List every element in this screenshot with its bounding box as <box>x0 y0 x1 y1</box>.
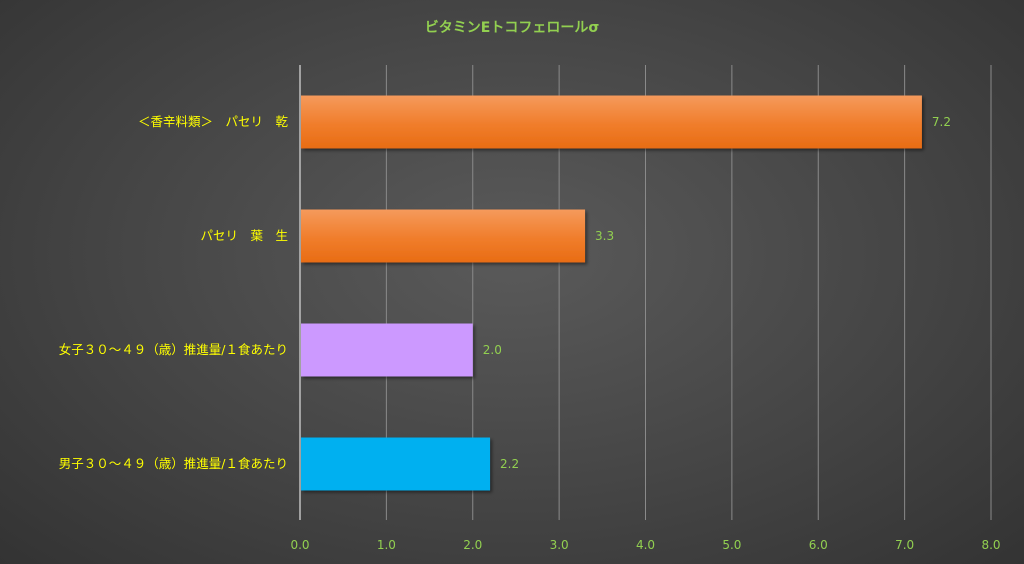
bars <box>301 95 922 491</box>
x-tick-label: 4.0 <box>636 538 655 552</box>
data-label: 2.0 <box>483 343 502 357</box>
category-label: 女子３０～４９（歳）推進量/１食あたり <box>59 342 288 357</box>
bar <box>301 437 491 491</box>
category-label: 男子３０～４９（歳）推進量/１食あたり <box>59 456 288 471</box>
x-axis-tick-labels: 0.0 1.0 2.0 3.0 4.0 5.0 6.0 7.0 8.0 <box>290 538 1000 552</box>
x-tick-label: 8.0 <box>981 538 1000 552</box>
x-tick-label: 3.0 <box>550 538 569 552</box>
x-tick-label: 2.0 <box>463 538 482 552</box>
x-tick-label: 1.0 <box>377 538 396 552</box>
data-label: 7.2 <box>932 115 951 129</box>
category-label: パセリ 葉 生 <box>200 228 288 243</box>
x-tick-label: 0.0 <box>290 538 309 552</box>
data-label: 2.2 <box>500 457 519 471</box>
category-label: ＜香辛料類＞ パセリ 乾 <box>138 114 289 129</box>
chart-title: ビタミンEトコフェロールσ <box>425 20 600 36</box>
value-labels: 7.2 3.3 2.0 2.2 <box>483 115 951 471</box>
x-tick-label: 6.0 <box>809 538 828 552</box>
data-label: 3.3 <box>595 229 614 243</box>
x-tick-label: 7.0 <box>895 538 914 552</box>
x-tick-label: 5.0 <box>722 538 741 552</box>
bar <box>301 209 586 263</box>
bar <box>301 323 473 377</box>
bar <box>301 95 922 149</box>
